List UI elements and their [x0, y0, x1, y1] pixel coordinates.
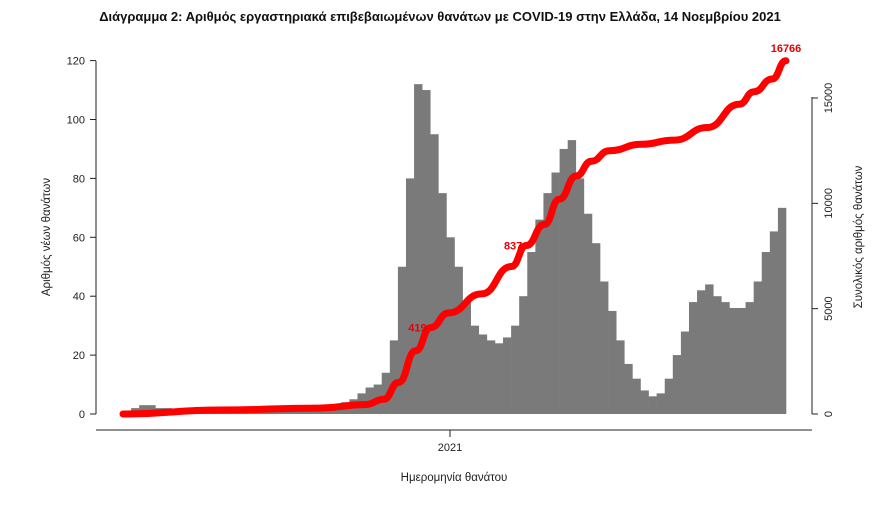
- bar: [414, 84, 423, 414]
- bar: [640, 390, 649, 414]
- bar: [454, 266, 463, 414]
- bar: [519, 296, 528, 414]
- bar: [648, 396, 657, 414]
- bar: [721, 302, 730, 414]
- bar: [777, 207, 787, 414]
- bar: [486, 340, 496, 415]
- bar: [268, 411, 277, 414]
- bar: [527, 252, 536, 414]
- bar: [430, 134, 439, 415]
- bar: [624, 363, 633, 414]
- bar: [397, 266, 407, 414]
- bar: [608, 310, 617, 414]
- y2-axis-label: Συνολικός αριθμός θανάτων: [853, 165, 865, 308]
- annotations-group: 419 837 16766: [408, 43, 801, 335]
- bar: [139, 405, 148, 414]
- bar: [688, 302, 698, 414]
- right-y-axis: 0 5000 10000 15000: [811, 83, 835, 417]
- bar: [680, 331, 690, 414]
- chart-title: Διάγραμμα 2: Αριθμός εργαστηριακά επιβεβ…: [99, 9, 781, 24]
- y-tick-label: 60: [73, 232, 85, 244]
- value-annotation: 837: [504, 241, 522, 253]
- bar: [761, 252, 771, 414]
- bar: [462, 302, 471, 414]
- bar: [632, 378, 641, 414]
- bars-group: [123, 84, 787, 415]
- bar: [276, 411, 286, 414]
- y2-tick-label: 15000: [823, 83, 835, 114]
- bar: [503, 337, 512, 414]
- bar: [535, 219, 544, 414]
- bar: [389, 340, 399, 415]
- bar: [753, 281, 763, 414]
- x-axis: 2021: [96, 429, 812, 454]
- bar: [511, 325, 520, 414]
- y-tick-label: 40: [73, 291, 85, 303]
- bar: [405, 178, 415, 414]
- bar: [616, 340, 625, 415]
- bar: [672, 355, 682, 414]
- y-tick-label: 20: [73, 350, 85, 362]
- y2-tick-label: 10000: [823, 188, 835, 219]
- y2-tick-label: 0: [823, 411, 835, 417]
- bar: [147, 405, 156, 414]
- bar: [600, 281, 609, 414]
- bar: [664, 378, 674, 414]
- x-tick-label: 2021: [438, 442, 462, 454]
- bar: [559, 148, 568, 414]
- y-axis-label: Αριθμός νέων θανάτων: [41, 178, 53, 297]
- bar: [583, 213, 593, 414]
- bar: [769, 231, 779, 414]
- bar: [567, 140, 577, 414]
- bar: [697, 290, 706, 414]
- cumulative-line: [119, 57, 790, 418]
- y-tick-label: 100: [67, 115, 85, 127]
- y-tick-label: 80: [73, 173, 85, 185]
- bar: [705, 284, 714, 414]
- bar: [591, 243, 601, 414]
- bar: [478, 334, 488, 414]
- bar: [551, 172, 560, 414]
- bar: [470, 325, 480, 414]
- value-annotation: 419: [408, 323, 426, 335]
- bar: [656, 393, 666, 414]
- y-tick-label: 120: [67, 56, 85, 68]
- bar: [446, 237, 455, 414]
- value-annotation: 16766: [771, 43, 802, 55]
- bar: [745, 302, 754, 414]
- bar: [543, 193, 552, 415]
- bar: [713, 296, 722, 414]
- y2-tick-label: 5000: [823, 296, 835, 320]
- bar: [494, 343, 504, 414]
- x-axis-label: Ημερομηνία θανάτου: [401, 472, 508, 484]
- bar: [729, 307, 738, 414]
- left-y-axis: 0 20 40 60 80 100 120: [67, 56, 97, 421]
- y-tick-label: 0: [79, 409, 85, 421]
- bar: [575, 178, 585, 414]
- bar: [381, 372, 391, 414]
- bar: [737, 307, 746, 414]
- bar: [422, 90, 431, 415]
- cumulative-line-group: [119, 57, 790, 418]
- bar: [438, 193, 447, 415]
